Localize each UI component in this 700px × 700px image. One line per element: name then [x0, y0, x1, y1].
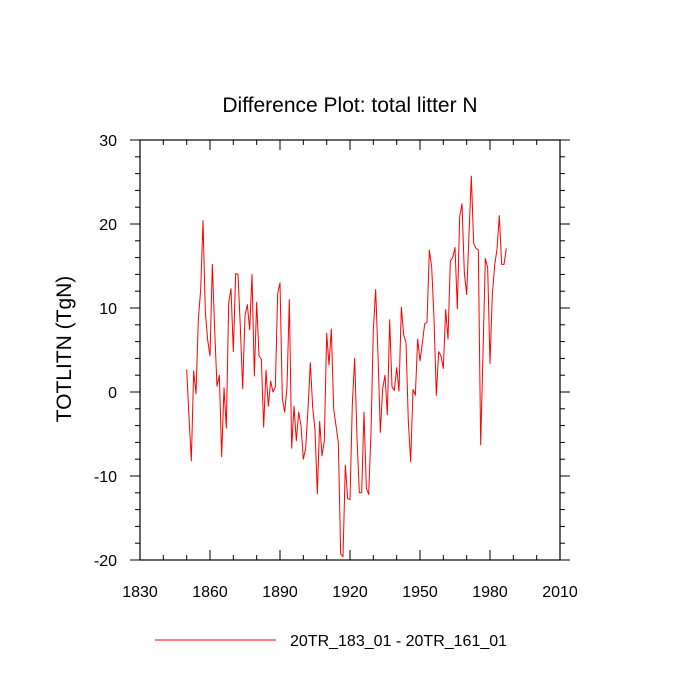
- x-tick-label: 1920: [332, 584, 368, 601]
- y-axis-label: TOTLITN (TgN): [53, 276, 76, 423]
- chart-title: Difference Plot: total litter N: [222, 94, 477, 117]
- legend: 20TR_183_01 - 20TR_161_01: [155, 633, 507, 650]
- series-line: [186, 175, 507, 558]
- x-tick-label: 1980: [472, 584, 508, 601]
- x-tick-labels: 1830 1860 1890 1920 1950 1980 2010: [122, 584, 578, 601]
- y-tick-label: -20: [94, 553, 117, 570]
- y-tick-labels: -20 -10 0 10 20 30: [94, 133, 117, 570]
- y-tick-label: 10: [99, 301, 117, 318]
- x-tick-label: 1890: [262, 584, 298, 601]
- y-tick-label: 30: [99, 133, 117, 150]
- legend-label: 20TR_183_01 - 20TR_161_01: [290, 633, 507, 650]
- series-layer: [186, 175, 507, 558]
- y-tick-label: 20: [99, 217, 117, 234]
- y-tick-label: -10: [94, 469, 117, 486]
- x-tick-label: 1830: [122, 584, 158, 601]
- minor-ticks: [135, 140, 565, 560]
- plot-frame: [139, 139, 561, 561]
- y-tick-label: 0: [108, 385, 117, 402]
- x-tick-label: 1860: [192, 584, 228, 601]
- x-tick-label: 2010: [542, 584, 578, 601]
- x-tick-label: 1950: [402, 584, 438, 601]
